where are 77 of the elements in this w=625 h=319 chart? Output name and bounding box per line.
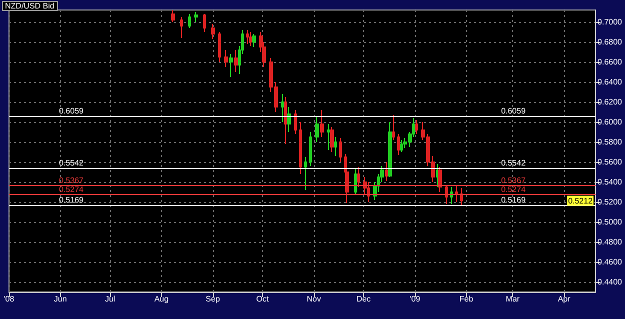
- y-tick-label: 0.4800: [598, 238, 623, 246]
- candlestick: [320, 110, 324, 138]
- text: 0.5169: [501, 196, 526, 205]
- x-tick-label: Feb: [459, 294, 474, 304]
- candlestick: [400, 140, 403, 152]
- ref-line-label: 0.5542: [59, 158, 84, 168]
- x-tick-label: Jul: [104, 294, 116, 304]
- candlestick: [281, 94, 284, 122]
- annotation: 0.5212: [568, 196, 594, 206]
- ref-line-label: 0.5274: [59, 185, 84, 194]
- candlestick: [315, 116, 319, 142]
- y-tick-label: 0.6200: [598, 98, 623, 106]
- candlestick: [455, 186, 458, 202]
- candlestick: [299, 122, 302, 174]
- text: 0.5274: [501, 185, 526, 194]
- candlestick: [330, 126, 334, 152]
- y-tick-label: 0.4600: [598, 258, 623, 266]
- candlestick: [438, 166, 442, 192]
- chart-title: NZD/USD Bid: [5, 2, 54, 10]
- candlestick: [294, 110, 297, 134]
- ref-line-label: 0.5367: [59, 176, 84, 185]
- candlestick: [397, 134, 400, 156]
- candlestick: [211, 24, 215, 40]
- x-tick-label: Mar: [506, 294, 520, 304]
- x-tick-label: Apr: [558, 294, 571, 304]
- y-tick-label: 0.6800: [598, 38, 623, 46]
- candlestick: [450, 186, 453, 204]
- candlestick: [354, 168, 357, 194]
- y-tick-label: 0.5600: [598, 158, 623, 166]
- text: 0.6059: [501, 106, 526, 116]
- candlestick: [385, 162, 389, 182]
- x-tick-label: '08: [4, 294, 15, 304]
- candlestick: [194, 12, 198, 22]
- y-tick-label: 0.5200: [598, 198, 623, 206]
- candlestick: [392, 114, 395, 140]
- candlestick: [334, 136, 337, 156]
- candlestick: [234, 50, 238, 72]
- candlestick: [171, 10, 175, 22]
- candlestick: [415, 120, 418, 134]
- candlestick: [287, 106, 291, 132]
- x-tick-label: Oct: [256, 294, 270, 304]
- candlestick: [284, 96, 287, 144]
- candlestick: [460, 188, 463, 206]
- candlestick: [445, 184, 448, 204]
- y-tick-label: 0.6000: [598, 118, 623, 126]
- y-tick-label: 0.6600: [598, 58, 623, 66]
- candlestick: [327, 124, 331, 150]
- candlestick: [203, 14, 206, 32]
- y-tick-label: 0.4400: [598, 278, 623, 286]
- candlestick: [304, 156, 307, 190]
- x-tick-label: Dec: [356, 294, 371, 304]
- x-tick-label: Jun: [54, 294, 67, 304]
- x-tick-label: Nov: [306, 294, 321, 304]
- x-tick-label: '09: [410, 294, 421, 304]
- candlestick: [249, 32, 253, 46]
- ref-line-label: 0.5169: [59, 196, 84, 205]
- candlestick: [339, 138, 342, 162]
- y-tick-label: 0.5800: [598, 138, 623, 146]
- candlestick: [357, 166, 360, 188]
- candlestick: [180, 16, 183, 38]
- y-tick-label: 0.5400: [598, 178, 623, 186]
- x-tick-label: Aug: [154, 294, 169, 304]
- candlestick: [218, 32, 221, 62]
- text: 0.5542: [501, 158, 526, 168]
- candlestick: [309, 132, 312, 166]
- candlestick: [188, 14, 191, 28]
- y-tick-label: 0.5000: [598, 218, 623, 226]
- candlestick: [246, 30, 249, 44]
- ref-line-label: 0.6059: [59, 106, 84, 116]
- x-tick-label: Sep: [206, 294, 220, 304]
- y-tick-label: 0.7000: [598, 18, 623, 26]
- candlestick: [252, 34, 256, 48]
- candlestick: [388, 122, 392, 178]
- candlestick: [224, 50, 228, 68]
- y-tick-label: 0.6400: [598, 78, 623, 86]
- candlestick: [229, 54, 233, 78]
- text: 0.5367: [501, 176, 526, 185]
